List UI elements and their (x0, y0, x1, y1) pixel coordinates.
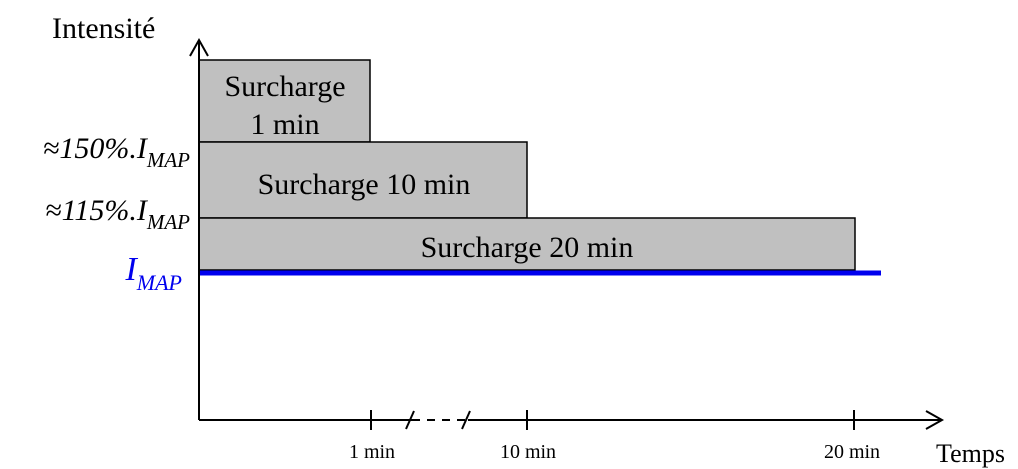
tick-label-10min: 10 min (500, 441, 556, 463)
level-150-subscript: MAP (146, 148, 190, 172)
overload-block-10min (198, 141, 528, 219)
level-label-115: ≈115%.IMAP (45, 194, 190, 234)
overload-block-1min (198, 59, 371, 143)
level-label-150: ≈150%.IMAP (43, 132, 190, 172)
block-1min-label-line1: Surcharge (224, 70, 345, 103)
level-nominal-subscript: MAP (136, 270, 182, 295)
block-20min-label: Surcharge 20 min (421, 231, 634, 264)
level-115-subscript: MAP (146, 210, 190, 234)
tick-label-1min: 1 min (349, 441, 395, 463)
axis-break-slash-left (405, 410, 415, 430)
x-axis-arrowhead (925, 410, 945, 430)
tick-label-20min: 20 min (824, 441, 880, 463)
level-150-symbol: I (136, 132, 149, 165)
overload-block-20min (198, 217, 856, 271)
y-axis-title: Intensité (52, 12, 155, 45)
level-label-nominal: IMAP (124, 251, 182, 295)
y-axis-arrowhead (189, 37, 209, 57)
level-nominal-symbol: I (124, 251, 138, 288)
level-115-prefix: ≈115%. (45, 194, 137, 227)
x-axis-title: Temps (936, 439, 1005, 468)
block-1min-label-line2: 1 min (250, 108, 319, 141)
level-115-symbol: I (136, 194, 149, 227)
block-10min-label: Surcharge 10 min (258, 168, 471, 201)
axis-break-slash-right (461, 410, 471, 430)
level-150-prefix: ≈150%. (43, 132, 137, 165)
